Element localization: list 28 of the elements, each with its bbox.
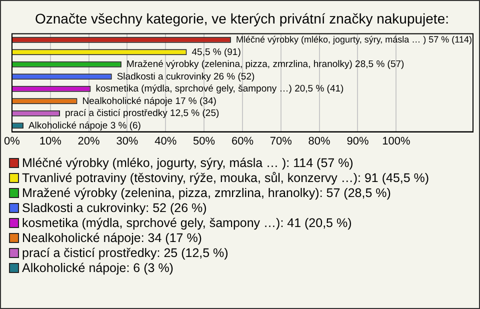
x-tick-label: 100% bbox=[382, 135, 410, 148]
data-label: Alkoholické nápoje 3 % (6) bbox=[28, 120, 141, 132]
x-tick-label: 80% bbox=[308, 135, 331, 148]
legend-label: kosmetika (mýdla, sprchové gely, šampony …): 41 (20,5 %) bbox=[22, 216, 352, 230]
data-label: Mražené výrobky (zelenina, pizza, zmrzlina, hranolky) 28,5 % (57) bbox=[126, 59, 404, 70]
legend-label: Nealkoholické nápoje: 34 (17 %) bbox=[22, 230, 202, 244]
chart-title: Označte všechny kategorie, ve kterých privátní značky nakupujete: bbox=[35, 10, 449, 26]
legend-label: Trvanlivé potraviny (těstoviny, rýže, mouka, sůl, konzervy …): 91 (45,5 %) bbox=[22, 170, 430, 184]
legend-label: Sladkosti a cukrovinky: 52 (26 %) bbox=[22, 200, 207, 214]
x-tick-label: 0% bbox=[4, 135, 20, 148]
legend-label: Alkoholické nápoje: 6 (3 %) bbox=[22, 260, 174, 274]
legend-label: prací a čisticí prostředky: 25 (12,5 %) bbox=[22, 246, 228, 260]
data-label: kosmetika (mýdla, sprchové gely, šampony …) 20,5 % (41) bbox=[96, 84, 344, 95]
x-tick-label: 20% bbox=[78, 135, 100, 148]
x-tick-label: 60% bbox=[231, 135, 254, 148]
x-tick-label: 50% bbox=[193, 135, 216, 148]
x-tick-label: 90% bbox=[346, 135, 369, 148]
data-label: Mléčné výrobky (mléko, jogurty, sýry, másla … ) 57 % (114) bbox=[236, 34, 472, 44]
data-label: prací a čisticí prostředky 12,5 % (25) bbox=[64, 108, 220, 120]
legend-label: Mléčné výrobky (mléko, jogurty, sýry, másla … ): 114 (57 %) bbox=[22, 156, 354, 170]
x-tick-label: 40% bbox=[154, 135, 177, 148]
data-label: Nealkoholické nápoje 17 % (34) bbox=[82, 96, 216, 107]
data-label: Sladkosti a cukrovinky 26 % (52) bbox=[116, 71, 255, 82]
x-tick-label: 10% bbox=[39, 135, 62, 148]
x-tick-label: 30% bbox=[116, 135, 138, 148]
data-label: 45,5 % (91) bbox=[192, 46, 241, 58]
x-tick-label: 70% bbox=[270, 135, 292, 148]
legend-label: Mražené výrobky (zelenina, pizza, zmrzlina, hranolky): 57 (28,5 %) bbox=[22, 186, 391, 200]
